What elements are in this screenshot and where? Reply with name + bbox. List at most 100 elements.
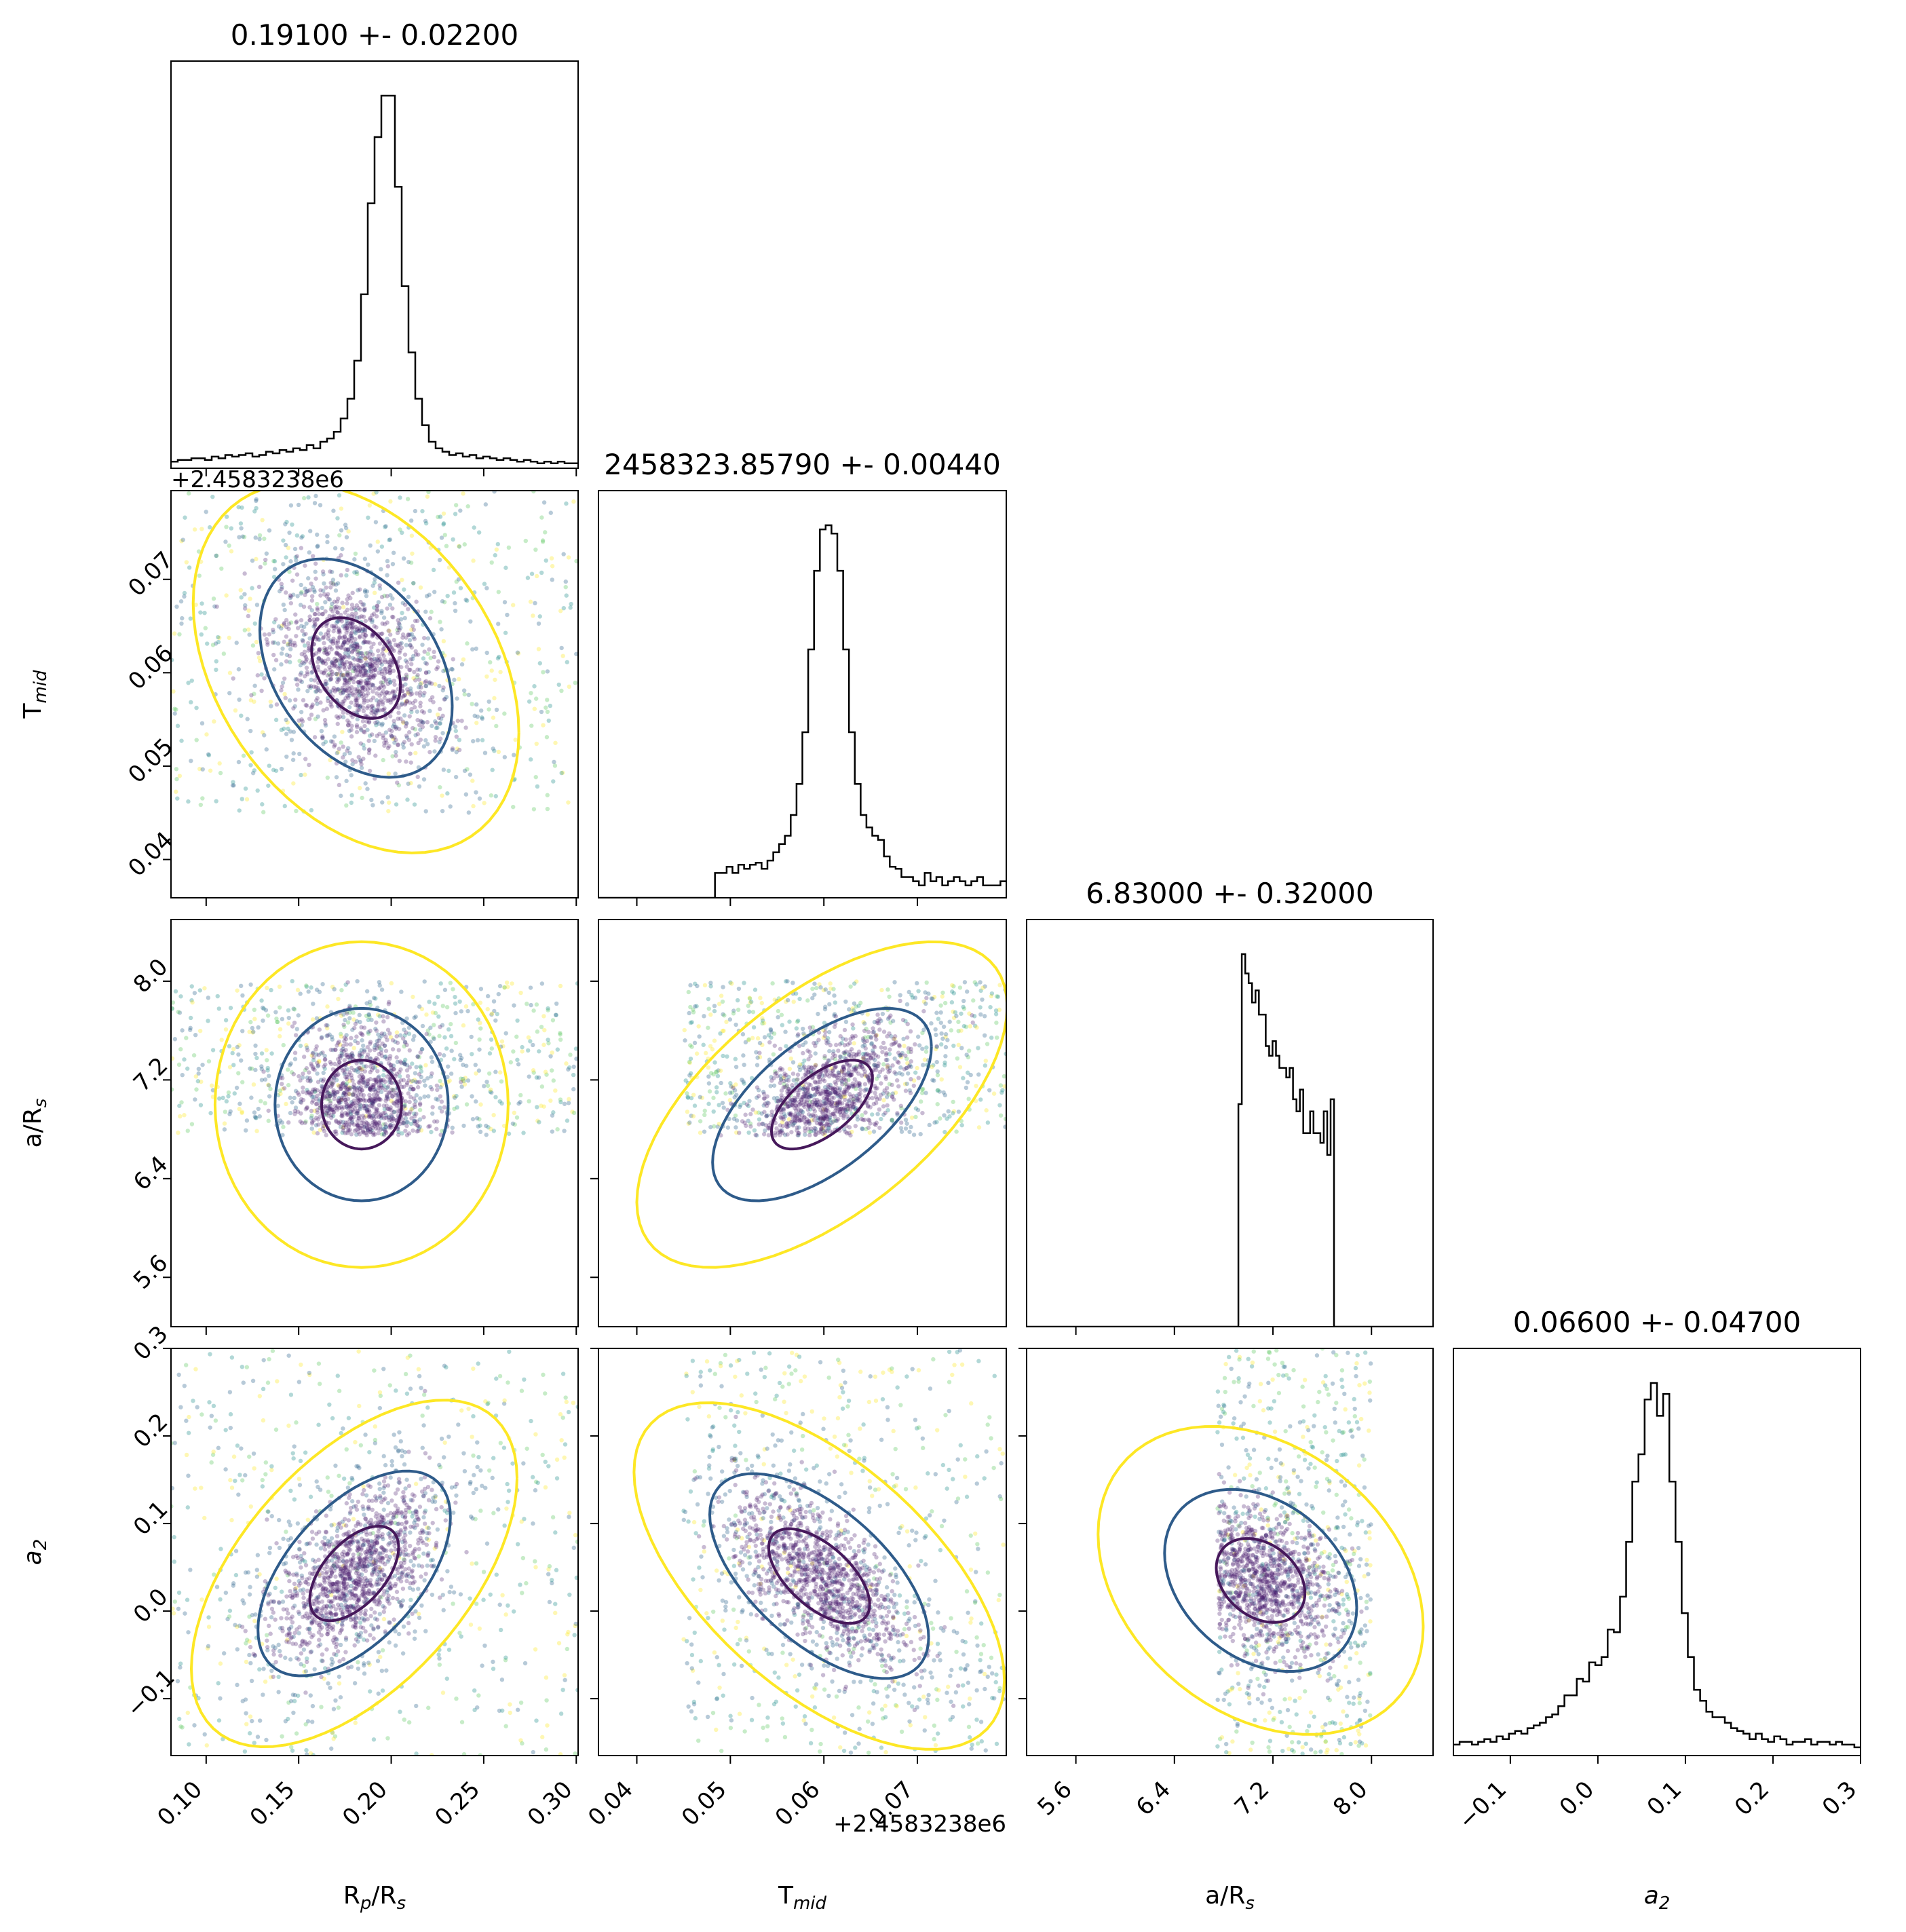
scatter-point bbox=[402, 1057, 408, 1063]
scatter-point bbox=[349, 1132, 354, 1137]
scatter-point bbox=[328, 739, 334, 744]
scatter-point bbox=[310, 669, 315, 674]
scatter-point bbox=[362, 723, 367, 729]
scatter-point bbox=[320, 734, 325, 739]
scatter-point bbox=[346, 637, 351, 642]
scatter-point bbox=[827, 1048, 832, 1054]
scatter-point bbox=[366, 668, 372, 673]
scatter-point bbox=[821, 1095, 826, 1101]
scatter-point bbox=[335, 672, 340, 677]
scatter-point bbox=[362, 1025, 367, 1030]
scatter-point bbox=[482, 751, 488, 755]
scatter-point bbox=[397, 622, 402, 627]
scatter-point bbox=[343, 1084, 349, 1088]
scatter-point bbox=[778, 1046, 783, 1051]
scatter-point bbox=[319, 670, 324, 675]
scatter-point bbox=[298, 1043, 303, 1048]
scatter-point bbox=[341, 1049, 346, 1054]
scatter-point bbox=[336, 715, 341, 721]
scatter-point bbox=[440, 687, 445, 693]
scatter-point bbox=[762, 1096, 767, 1101]
scatter-point bbox=[373, 520, 379, 525]
scatter-point bbox=[393, 1039, 398, 1044]
scatter-point bbox=[408, 1110, 413, 1114]
scatter-point bbox=[188, 1025, 193, 1031]
scatter-point bbox=[304, 984, 309, 989]
scatter-point bbox=[804, 1100, 809, 1105]
scatter-point bbox=[825, 1089, 831, 1095]
scatter-point bbox=[537, 661, 543, 666]
scatter-point bbox=[331, 1080, 336, 1085]
scatter-point bbox=[408, 518, 414, 523]
scatter-point bbox=[379, 723, 385, 727]
scatter-point bbox=[450, 1125, 455, 1131]
scatter-point bbox=[286, 1015, 292, 1021]
scatter-point bbox=[844, 1110, 849, 1115]
scatter-point bbox=[502, 711, 507, 716]
scatter-point bbox=[368, 1126, 373, 1132]
scatter-point bbox=[342, 639, 347, 644]
scatter-point bbox=[845, 1114, 850, 1119]
scatter-point bbox=[352, 570, 357, 575]
scatter-point bbox=[370, 618, 375, 623]
scatter-point bbox=[805, 1086, 810, 1091]
scatter-point bbox=[964, 989, 970, 994]
scatter-point bbox=[290, 643, 295, 647]
scatter-point bbox=[362, 696, 366, 701]
scatter-point bbox=[328, 1093, 333, 1098]
scatter-point bbox=[743, 1112, 748, 1117]
scatter-point bbox=[736, 986, 742, 991]
scatter-point bbox=[328, 677, 332, 682]
scatter-point bbox=[374, 1077, 379, 1082]
scatter-point bbox=[299, 590, 304, 594]
scatter-point bbox=[900, 1072, 904, 1077]
scatter-point bbox=[379, 680, 383, 685]
scatter-point bbox=[687, 1120, 692, 1125]
scatter-point bbox=[375, 656, 379, 662]
scatter-point bbox=[449, 1034, 454, 1039]
scatter-point bbox=[854, 1004, 859, 1009]
scatter-point bbox=[368, 1130, 373, 1135]
scatter-point bbox=[408, 689, 413, 694]
scatter-point bbox=[210, 643, 216, 647]
scatter-point bbox=[458, 586, 463, 590]
scatter-point bbox=[349, 636, 354, 641]
scatter-point bbox=[339, 612, 343, 618]
scatter-point bbox=[345, 718, 350, 723]
scatter-point bbox=[315, 1071, 320, 1076]
scatter-point bbox=[776, 1008, 781, 1014]
scatter-point bbox=[489, 560, 494, 565]
scatter-point bbox=[785, 1124, 790, 1130]
scatter-point bbox=[834, 1074, 839, 1078]
scatter-point bbox=[828, 1091, 833, 1096]
scatter-point bbox=[780, 1107, 785, 1112]
scatter-point bbox=[830, 1112, 835, 1116]
scatter-point bbox=[543, 530, 548, 535]
scatter-point bbox=[377, 1121, 381, 1126]
scatter-point bbox=[348, 1112, 354, 1117]
scatter-point bbox=[252, 621, 257, 626]
scatter-point bbox=[907, 1063, 913, 1067]
scatter-point bbox=[896, 1050, 901, 1055]
scatter-point bbox=[341, 643, 345, 647]
scatter-point bbox=[537, 1049, 541, 1054]
scatter-point bbox=[375, 1091, 380, 1096]
scatter-point bbox=[189, 758, 193, 763]
scatter-point bbox=[812, 1109, 818, 1114]
scatter-point bbox=[350, 649, 355, 654]
scatter-point bbox=[354, 730, 360, 734]
scatter-point bbox=[985, 1120, 991, 1125]
scatter-point bbox=[189, 678, 194, 683]
scatter-point bbox=[875, 1063, 881, 1069]
scatter-point bbox=[537, 614, 542, 619]
scatter-point bbox=[856, 1052, 861, 1057]
scatter-point bbox=[388, 657, 394, 662]
scatter-point bbox=[186, 799, 191, 804]
scatter-point bbox=[404, 1016, 409, 1021]
scatter-point bbox=[359, 1120, 364, 1125]
scatter-point bbox=[315, 607, 320, 612]
scatter-point bbox=[343, 1092, 348, 1097]
scatter-point bbox=[381, 1078, 386, 1082]
scatter-point bbox=[574, 1057, 578, 1061]
scatter-point bbox=[318, 1127, 323, 1133]
